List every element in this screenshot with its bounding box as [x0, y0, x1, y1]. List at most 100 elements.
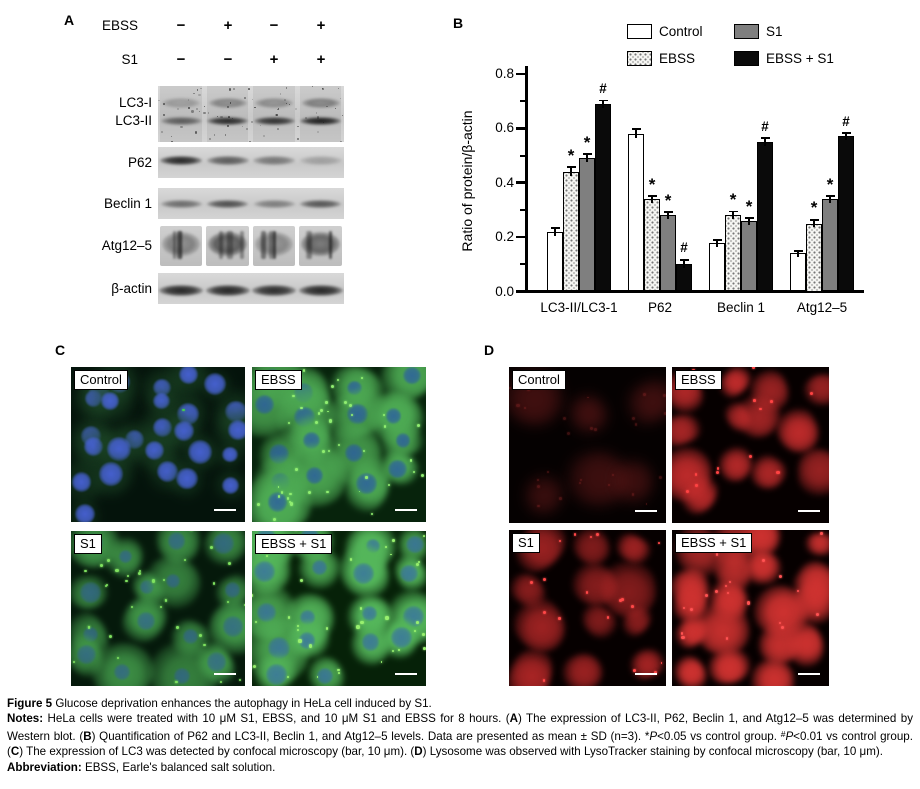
punctum	[337, 668, 341, 672]
punctum	[106, 558, 110, 562]
treatment-sign: +	[316, 17, 326, 34]
blot-band	[159, 284, 204, 296]
blot-speck	[248, 141, 251, 142]
cell-nucleus	[188, 440, 213, 465]
figure-caption: Figure 5 Glucose deprivation enhances th…	[7, 696, 913, 775]
blot-streak	[176, 230, 183, 259]
punctum	[590, 427, 593, 430]
scale-bar	[635, 509, 657, 512]
cell-nucleus	[311, 560, 327, 576]
legend-swatch-gray	[734, 24, 759, 39]
y-axis-title: Ratio of protein/β-actin	[459, 110, 475, 252]
scale-bar	[798, 509, 820, 512]
punctum	[287, 497, 290, 500]
punctum	[632, 493, 635, 496]
punctum	[290, 502, 294, 506]
bar-s1-0	[579, 158, 595, 292]
punctum	[619, 598, 622, 602]
lyso-image-ebss: EBSS	[672, 367, 829, 523]
blot-speck	[176, 107, 179, 110]
cell-nucleus	[222, 446, 238, 463]
punctum	[632, 416, 636, 421]
blot-speck	[283, 99, 286, 102]
y-minor-tick	[520, 263, 525, 266]
blot-speck	[163, 103, 165, 106]
punctum	[574, 533, 577, 536]
treatment-sign: +	[223, 17, 233, 34]
blot-speck	[220, 115, 223, 119]
punctum	[307, 490, 312, 495]
blot-speck	[296, 125, 299, 128]
punctum	[751, 367, 755, 370]
blot-speck	[187, 99, 190, 102]
punctum	[542, 679, 546, 682]
lc3-image-tag: EBSS	[255, 370, 302, 390]
punctum	[329, 419, 333, 423]
y-tick-label: 0.0	[495, 283, 514, 299]
punctum	[748, 454, 752, 458]
sig-hash: #	[599, 81, 607, 97]
punctum	[607, 483, 610, 486]
punctum	[770, 400, 774, 404]
blot-speck	[241, 125, 244, 128]
punctum	[272, 517, 277, 521]
punctum	[219, 680, 223, 684]
sig-star: *	[664, 190, 672, 210]
blot-speck	[243, 97, 246, 100]
cell-nucleus	[71, 472, 92, 492]
punctum	[106, 583, 109, 587]
cell-nucleus	[400, 564, 418, 583]
punctum	[680, 631, 684, 635]
punctum	[717, 467, 720, 470]
punctum	[414, 630, 417, 632]
blot-speck	[207, 112, 209, 114]
punctum	[183, 559, 187, 562]
punctum	[164, 599, 167, 602]
blot-speck	[334, 107, 337, 110]
blot-speck	[316, 116, 319, 119]
cell-nucleus	[179, 367, 199, 384]
blot-speck	[295, 108, 298, 111]
caption-run: ) Lysosome was observed with LysoTracker…	[422, 745, 883, 759]
bar-control-1	[628, 133, 644, 292]
y-major-tick	[516, 290, 525, 293]
caption-run: <0.01 vs control group. (	[7, 729, 913, 759]
lyso-image-control: Control	[509, 367, 666, 523]
cell-body	[618, 369, 666, 432]
punctum	[796, 589, 800, 593]
lc3-image-control: Control	[71, 367, 245, 522]
scale-bar	[214, 672, 236, 675]
blot-band	[160, 199, 202, 208]
lyso-image-tag: Control	[512, 370, 566, 390]
punctum	[299, 579, 303, 583]
punctum	[209, 546, 213, 550]
error-bar	[732, 212, 734, 220]
punctum	[326, 490, 330, 494]
blot-speck	[304, 117, 307, 120]
punctum	[228, 562, 232, 566]
blot-speck	[229, 102, 232, 104]
error-cap	[793, 250, 803, 253]
punctum	[728, 581, 731, 584]
cell-nucleus	[204, 372, 227, 395]
blot-speck	[233, 88, 236, 90]
cell-nucleus	[266, 663, 287, 685]
punctum	[686, 489, 690, 493]
punctum	[585, 590, 589, 594]
punctum	[422, 535, 425, 538]
caption-run: <0.05 vs control group.	[657, 729, 781, 743]
sig-star: *	[729, 190, 737, 210]
panel-b-letter: B	[453, 15, 464, 31]
punctum	[351, 414, 354, 416]
punctum	[753, 399, 756, 402]
cell-nucleus	[224, 582, 241, 598]
punctum	[562, 417, 567, 421]
lc3-image-ebss-s1: EBSS + S1	[252, 531, 426, 686]
cell-nucleus	[268, 492, 288, 512]
bar-ebss-2	[725, 215, 741, 292]
blot-band	[206, 155, 249, 165]
caption-run: HeLa cells were treated with 10 μM S1, E…	[43, 712, 510, 726]
blot-speck	[342, 114, 344, 116]
punctum	[302, 369, 306, 372]
punctum	[632, 669, 636, 673]
